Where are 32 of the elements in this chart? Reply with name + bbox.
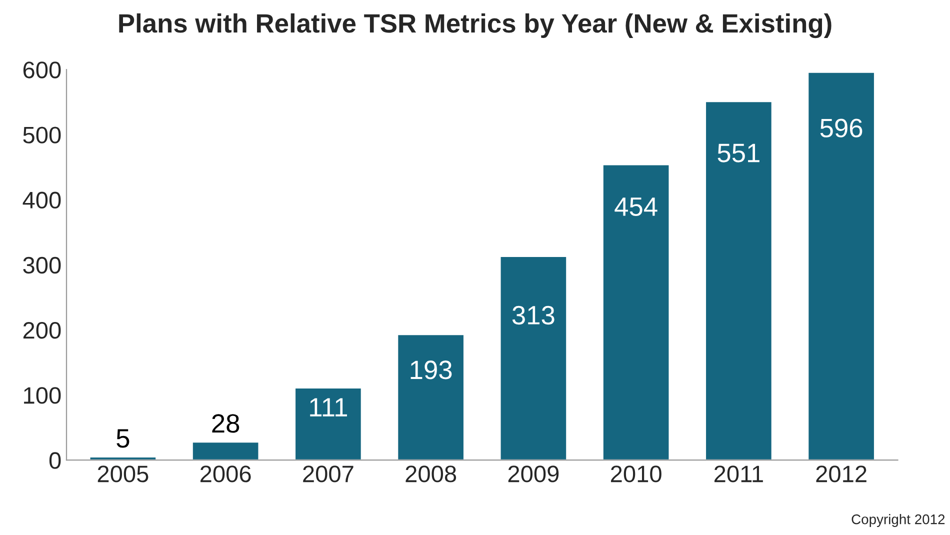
y-tick-label: 200 bbox=[23, 322, 61, 339]
y-tick-label: 100 bbox=[24, 387, 61, 404]
bar bbox=[807, 71, 876, 460]
bar bbox=[499, 256, 568, 460]
bar bbox=[602, 164, 670, 460]
x-tick-label: 2006 bbox=[200, 466, 251, 482]
y-tick-label: 500 bbox=[23, 126, 61, 144]
chart-title: Plans with Relative TSR Metrics by Year (New & Existing) bbox=[119, 13, 832, 38]
data-label: 193 bbox=[410, 360, 452, 380]
y-tick-label: 300 bbox=[23, 256, 61, 274]
bar bbox=[396, 334, 465, 460]
x-tick-label: 2012 bbox=[816, 466, 866, 482]
x-tick-label: 2008 bbox=[406, 466, 456, 482]
x-tick-label: 2007 bbox=[303, 466, 354, 482]
data-label: 313 bbox=[512, 306, 554, 325]
bar bbox=[192, 441, 260, 460]
x-tick-label: 2011 bbox=[714, 466, 763, 482]
y-tick-label: 400 bbox=[22, 192, 61, 209]
data-label: 111 bbox=[310, 398, 347, 416]
y-tick-label: 0 bbox=[49, 452, 61, 469]
x-tick-label: 2005 bbox=[98, 466, 148, 482]
data-label: 454 bbox=[614, 198, 658, 216]
bar bbox=[294, 387, 362, 460]
data-label: 28 bbox=[212, 414, 240, 433]
x-tick-label: 2009 bbox=[508, 466, 559, 482]
bar bbox=[704, 100, 773, 460]
text: Copyright 2012 bbox=[852, 514, 945, 527]
y-tick-label: 600 bbox=[23, 62, 61, 78]
x-tick-label: 2010 bbox=[610, 466, 662, 482]
data-label: 5 bbox=[116, 429, 130, 448]
data-label: 551 bbox=[718, 144, 760, 162]
data-label: 596 bbox=[820, 118, 862, 138]
